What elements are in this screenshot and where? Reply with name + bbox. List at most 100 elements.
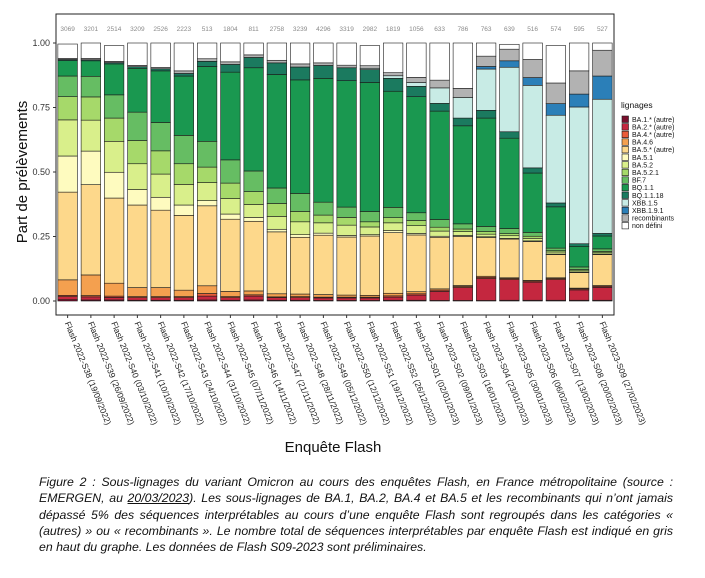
legend-swatch — [621, 184, 629, 192]
bar-segment — [476, 278, 497, 301]
bar-segment — [522, 281, 543, 301]
bar-segment — [104, 297, 125, 301]
bar-segment — [452, 228, 473, 232]
bar-stack — [127, 42, 148, 302]
bar-segment — [569, 243, 590, 247]
bar-stack — [569, 42, 590, 302]
bar-segment — [220, 61, 241, 65]
bar-segment — [499, 228, 520, 234]
bar-segment — [336, 64, 357, 69]
legend-label: BA.4.* (autre) — [632, 132, 674, 139]
bar-segment — [452, 236, 473, 286]
bar-segment — [80, 184, 101, 276]
bar-segment — [592, 235, 613, 250]
caption-date: 20/03/2023 — [127, 491, 190, 506]
bar-segment — [592, 248, 613, 252]
count-label: 786 — [457, 26, 468, 33]
bar-segment — [127, 163, 148, 190]
bar-segment — [220, 291, 241, 297]
bar-segment — [359, 45, 380, 67]
bar-segment — [173, 135, 194, 165]
legend-title: lignages — [621, 100, 653, 110]
bar-segment — [197, 293, 218, 297]
bar-segment — [359, 297, 380, 301]
bar-segment — [406, 294, 427, 301]
legend-label: recombinants — [632, 216, 675, 223]
bar-segment — [127, 297, 148, 301]
bar-segment — [243, 57, 264, 69]
bar-segment — [383, 78, 404, 92]
count-label: 3239 — [293, 26, 308, 33]
y-tick-label: 0.50 — [32, 167, 50, 177]
count-label: 516 — [527, 26, 538, 33]
bar-segment — [383, 296, 404, 301]
bar-stack — [243, 42, 264, 302]
bar-segment — [127, 287, 148, 297]
bar-segment — [80, 150, 101, 185]
count-label: 1056 — [409, 26, 424, 33]
bar-segment — [522, 42, 543, 60]
bar-segment — [220, 159, 241, 184]
bar-segment — [336, 80, 357, 208]
count-label: 527 — [597, 26, 608, 33]
bar-segment — [359, 65, 380, 69]
bar-segment — [197, 205, 218, 287]
bar-segment — [243, 295, 264, 301]
bar-segment — [266, 62, 287, 75]
bar-segment — [336, 224, 357, 236]
bar-segment — [359, 69, 380, 83]
bar-segment — [266, 228, 287, 233]
bar-segment — [173, 204, 194, 216]
bar-segment — [290, 66, 311, 81]
bar-segment — [476, 110, 497, 119]
bar-segment — [452, 231, 473, 236]
bar-segment — [476, 226, 497, 232]
bar-segment — [173, 75, 194, 136]
bar-segment — [592, 287, 613, 301]
bar-segment — [499, 43, 520, 50]
stacked-bars — [57, 42, 613, 302]
count-label: 3209 — [130, 26, 145, 33]
legend-label: BQ.1.1.18 — [632, 193, 664, 200]
count-label: 574 — [550, 26, 561, 33]
bar-stack — [290, 42, 311, 302]
bar-segment — [359, 221, 380, 228]
bar-stack — [80, 42, 101, 302]
bar-segment — [127, 67, 148, 113]
bar-segment — [150, 196, 171, 211]
legend-swatch — [621, 123, 629, 131]
bar-segment — [522, 172, 543, 233]
bar-segment — [104, 140, 125, 173]
bar-segment — [150, 68, 171, 72]
bar-segment — [127, 140, 148, 165]
bar-segment — [266, 42, 287, 61]
bar-segment — [104, 94, 125, 119]
bar-segment — [522, 241, 543, 281]
bar-segment — [220, 71, 241, 161]
bar-segment — [476, 42, 497, 57]
bar-segment — [80, 296, 101, 301]
bar-stack — [592, 42, 613, 302]
legend-swatch — [621, 146, 629, 154]
bar-segment — [406, 234, 427, 293]
bar-segment — [290, 63, 311, 68]
bar-segment — [359, 82, 380, 212]
bar-segment — [429, 230, 450, 237]
bar-segment — [452, 125, 473, 225]
caption-part2: ). Les sous-lignages de BA.1, BA.2, BA.4… — [39, 491, 673, 555]
bar-segment — [336, 206, 357, 218]
bar-segment — [173, 184, 194, 206]
bar-segment — [336, 236, 357, 296]
bar-segment — [220, 297, 241, 301]
bar-segment — [545, 247, 566, 251]
bar-segment — [150, 287, 171, 297]
bar-segment — [499, 137, 520, 229]
bar-segment — [545, 45, 566, 84]
legend-label: BA.5.2.1 — [632, 170, 659, 177]
bar-segment — [220, 213, 241, 220]
bar-segment — [57, 96, 78, 121]
bar-segment — [476, 55, 497, 67]
bar-segment — [313, 232, 334, 236]
bar-segment — [476, 117, 497, 227]
